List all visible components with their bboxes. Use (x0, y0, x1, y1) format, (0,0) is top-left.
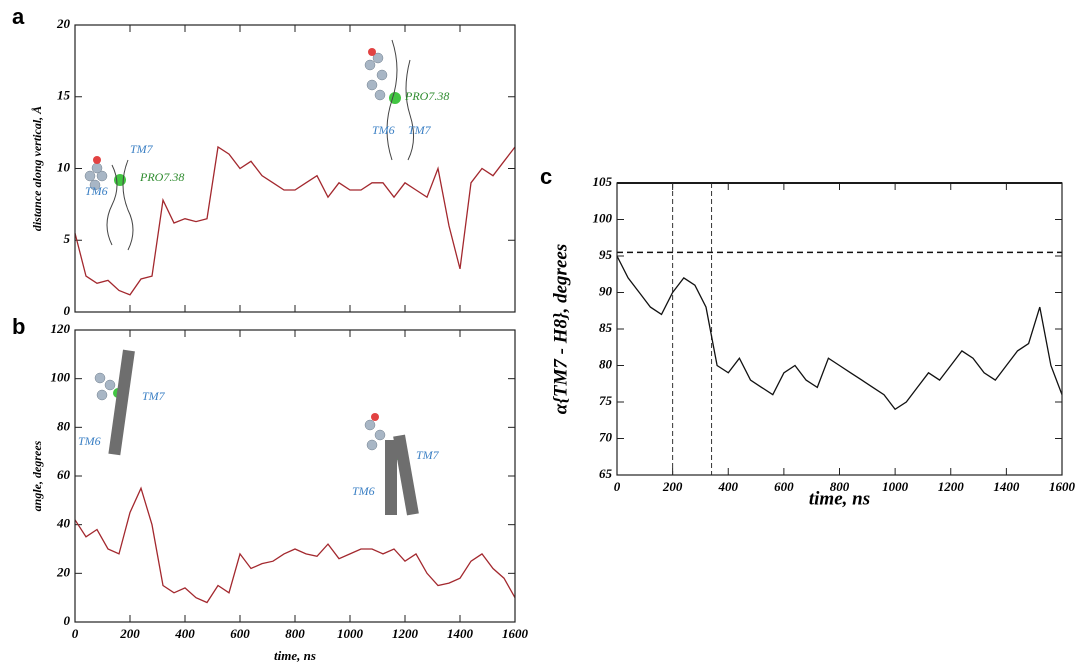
y-tick-label: 90 (599, 283, 613, 298)
annotation: TM6 (78, 434, 101, 448)
annotation: TM6 (372, 123, 395, 137)
x-tick-label: 1000 (882, 479, 909, 494)
y-tick-label: 20 (56, 564, 71, 579)
panel-label: b (12, 314, 25, 339)
x-tick-label: 1400 (993, 479, 1020, 494)
y-tick-label: 100 (51, 370, 71, 385)
y-tick-label: 100 (593, 210, 613, 225)
y-axis-label: α{TM7 - H8}, degrees (550, 244, 571, 414)
annotation: TM7 (130, 142, 154, 156)
y-tick-label: 80 (599, 356, 613, 371)
annotation: TM6 (85, 184, 108, 198)
plot-frame (74, 329, 516, 623)
x-tick-label: 0 (614, 479, 621, 494)
y-tick-label: 75 (599, 393, 613, 408)
panel-label: c (540, 164, 552, 189)
x-tick-label: 200 (119, 626, 140, 641)
annotation: TM7 (142, 389, 166, 403)
molecule-cartoons (84, 39, 419, 516)
y-tick-label: 105 (593, 174, 613, 189)
x-axis-label: time, ns (809, 488, 870, 509)
annotation: PRO7.38 (404, 89, 449, 103)
panel-label: a (12, 4, 25, 29)
plot-frame (74, 24, 516, 313)
x-tick-label: 1600 (502, 626, 529, 641)
plot-frame (616, 182, 1063, 476)
annotation: PRO7.38 (139, 170, 184, 184)
x-tick-label: 0 (72, 626, 79, 641)
y-axis-label: angle, degrees (30, 440, 44, 511)
y-tick-label: 40 (56, 516, 71, 531)
y-tick-label: 5 (64, 231, 71, 246)
x-tick-label: 800 (830, 479, 850, 494)
x-tick-label: 800 (285, 626, 305, 641)
y-tick-label: 10 (57, 159, 71, 174)
y-tick-label: 95 (599, 247, 613, 262)
data-line (74, 486, 516, 604)
x-tick-label: 1200 (938, 479, 965, 494)
x-tick-label: 200 (662, 479, 683, 494)
y-tick-label: 120 (51, 321, 71, 336)
y-tick-label: 70 (599, 429, 613, 444)
y-tick-label: 0 (64, 303, 71, 318)
x-tick-label: 400 (174, 626, 195, 641)
annotation: TM7 (416, 448, 440, 462)
data-line (74, 145, 516, 296)
x-tick-label: 1000 (337, 626, 364, 641)
data-line (616, 255, 1063, 411)
annotation: TM6 (352, 484, 375, 498)
y-tick-label: 15 (57, 88, 71, 103)
y-tick-label: 85 (599, 320, 613, 335)
x-axis-label: time, ns (274, 648, 316, 663)
y-tick-label: 0 (64, 613, 71, 628)
y-tick-label: 60 (57, 467, 71, 482)
x-tick-label: 1600 (1049, 479, 1076, 494)
y-axis-label: distance along vertical, Å (30, 106, 44, 231)
x-tick-label: 600 (230, 626, 250, 641)
y-tick-label: 20 (56, 16, 71, 31)
y-tick-label: 65 (599, 466, 613, 481)
x-tick-label: 600 (774, 479, 794, 494)
x-tick-label: 1200 (392, 626, 419, 641)
annotation: TM7 (408, 123, 432, 137)
x-tick-label: 1400 (447, 626, 474, 641)
y-tick-label: 80 (57, 418, 71, 433)
x-tick-label: 400 (718, 479, 739, 494)
